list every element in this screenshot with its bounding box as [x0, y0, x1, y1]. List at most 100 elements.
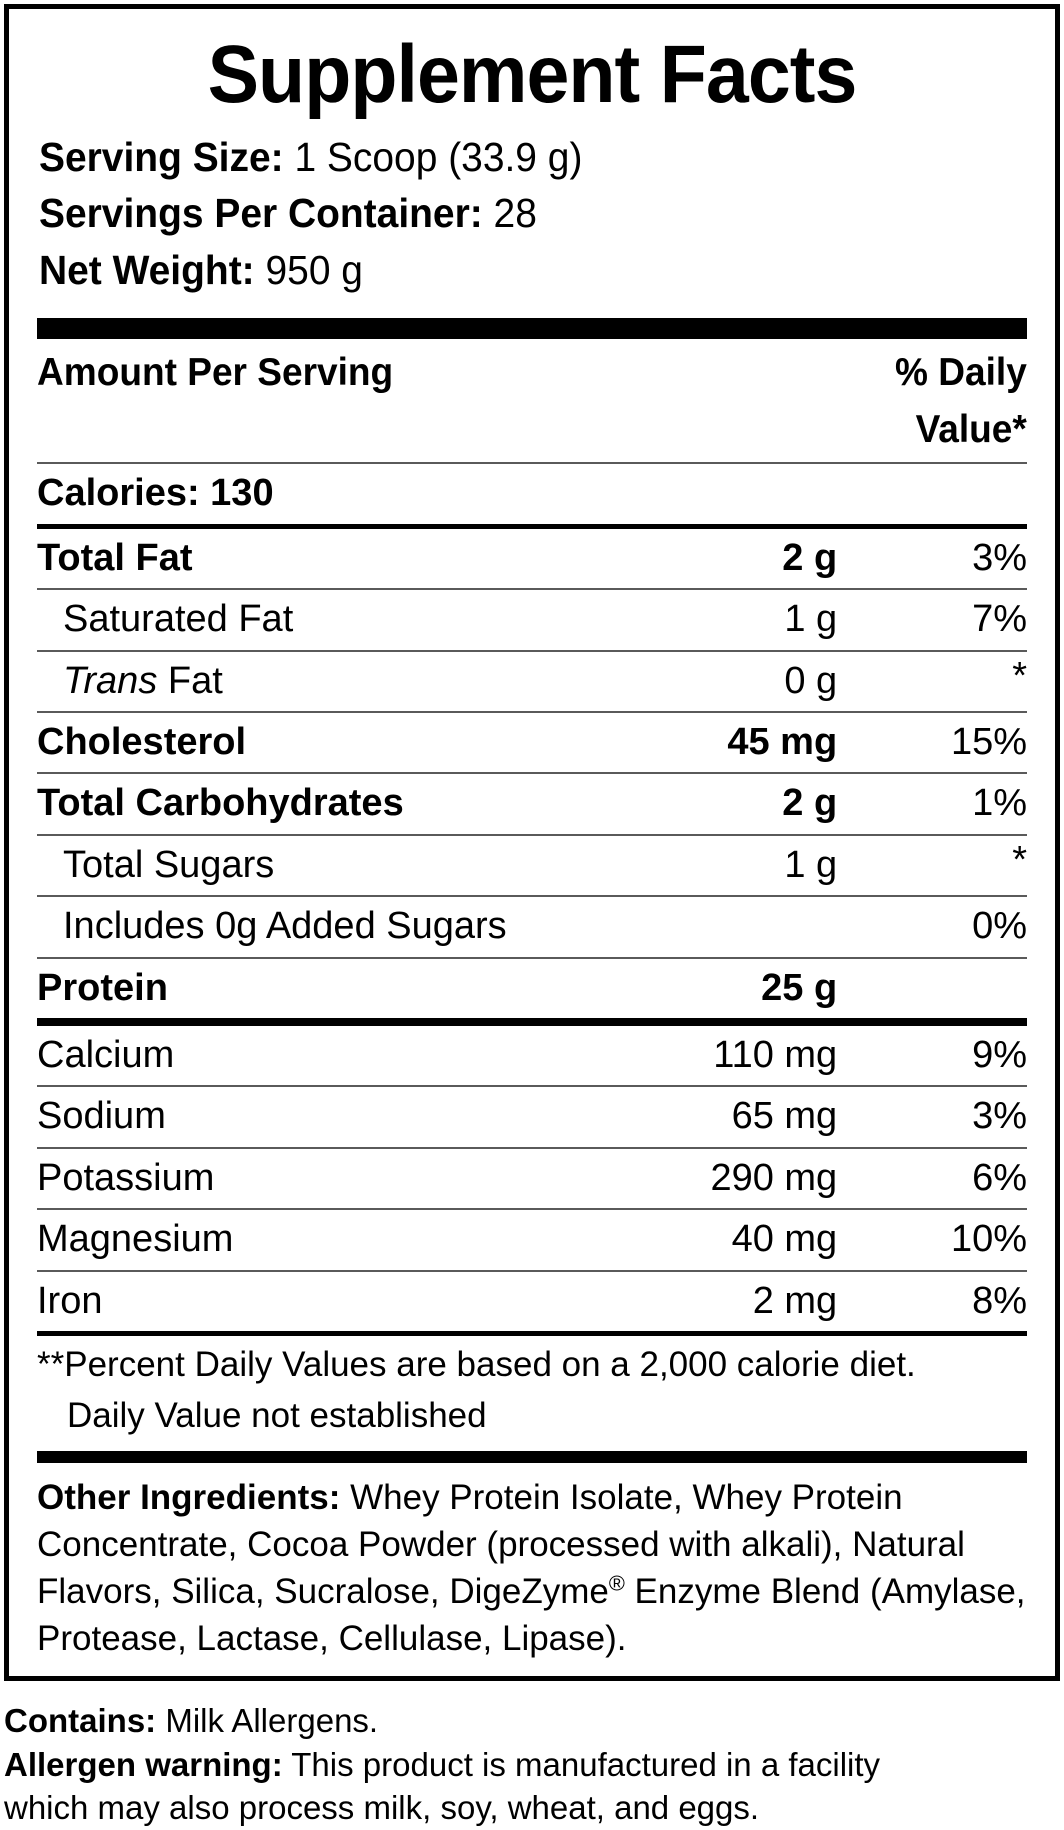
nutrient-dv: 1%: [972, 782, 1027, 825]
row-rule: [37, 772, 1027, 775]
rule-after-protein: [37, 1017, 1027, 1026]
table-row: Includes 0g Added Sugars 0%: [37, 897, 1027, 956]
nutrient-amount: [509, 897, 843, 956]
nutrient-name: Includes 0g Added Sugars: [63, 905, 507, 948]
allergen-warning-text-1: This product is manufactured in a facili…: [282, 1745, 881, 1783]
row-rule: [37, 1146, 1027, 1149]
nutrient-dv: 3%: [972, 536, 1027, 579]
row-rule: [37, 1085, 1027, 1088]
page-title: Supplement Facts: [207, 29, 858, 120]
servings-per-container-value: 28: [493, 190, 537, 237]
servings-per-container-label: Servings Per Container:: [39, 190, 483, 237]
nutrient-amount: 25 g: [761, 966, 838, 1009]
mineral-amount: 65 mg: [731, 1095, 838, 1138]
rule-after-header: [37, 462, 1027, 465]
row-rule: [37, 649, 1027, 652]
row-rule: [37, 956, 1027, 959]
nutrient-name: Total Sugars: [63, 843, 275, 886]
dv-not-established-footnote: Daily Value not established: [67, 1396, 487, 1436]
mineral-dv: 9%: [972, 1033, 1027, 1076]
net-weight-line: Net Weight: 950 g: [39, 242, 978, 299]
nutrient-name: Trans Fat: [37, 652, 509, 711]
mineral-dv: 8%: [972, 1279, 1027, 1322]
table-row: Saturated Fat 1 g 7%: [37, 590, 1027, 649]
table-row: Calcium 110 mg 9%: [37, 1026, 1027, 1085]
table-row: Sodium 65 mg 3%: [37, 1087, 1027, 1146]
mineral-amount: 2 mg: [752, 1279, 838, 1322]
nutrient-name: Saturated Fat: [63, 598, 294, 641]
mineral-dv: 10%: [950, 1218, 1027, 1261]
nutrient-amount: 0 g: [784, 659, 838, 702]
heavy-divider-bar: [37, 318, 1027, 340]
serving-size-value: 1 Scoop (33.9 g): [294, 133, 583, 180]
mineral-name: Sodium: [37, 1095, 166, 1138]
table-row: Potassium 290 mg 6%: [37, 1149, 1027, 1208]
table-row: Magnesium 40 mg 10%: [37, 1210, 1027, 1269]
nutrient-name: Cholesterol: [37, 721, 247, 764]
supplement-facts-label: Supplement Facts Serving Size: 1 Scoop (…: [4, 4, 1060, 1826]
ingredients-text-part1: Whey Protein Isolate, Whey Protein Conce…: [37, 1477, 965, 1611]
servings-per-container-line: Servings Per Container: 28: [39, 185, 978, 242]
serving-size-label: Serving Size:: [39, 133, 284, 180]
table-row: Iron 2 mg 8%: [37, 1272, 1027, 1331]
mineral-dv: 6%: [972, 1156, 1027, 1199]
contains-line: Contains: Milk Allergens.: [4, 1699, 1060, 1743]
table-header-row: Amount Per Serving % Daily Value*: [37, 339, 1027, 462]
row-rule: [37, 711, 1027, 714]
mineral-name: Potassium: [37, 1156, 215, 1199]
table-row: Total Sugars 1 g *: [37, 836, 1027, 895]
serving-info-block: Serving Size: 1 Scoop (33.9 g) Servings …: [39, 129, 1027, 299]
other-ingredients-label: Other Ingredients:: [37, 1477, 341, 1517]
daily-value-header: % Daily Value*: [895, 351, 1027, 451]
table-row: Cholesterol 45 mg 15%: [37, 713, 1027, 772]
allergen-warning-line-1: Allergen warning: This product is manufa…: [4, 1743, 1060, 1787]
nutrient-amount: 1 g: [784, 598, 838, 641]
mineral-dv: 3%: [972, 1095, 1027, 1138]
allergen-warning-label: Allergen warning:: [4, 1745, 283, 1783]
nutrient-dv: 0%: [972, 905, 1027, 948]
nutrient-amount: 2 g: [782, 536, 838, 579]
nutrient-dv: 7%: [972, 598, 1027, 641]
contains-value: Milk Allergens.: [156, 1702, 379, 1739]
nutrient-amount: 1 g: [784, 843, 838, 886]
mineral-amount: 290 mg: [710, 1156, 838, 1199]
trans-italic: Trans: [63, 659, 158, 702]
contains-label: Contains:: [4, 1702, 157, 1739]
mineral-amount: 110 mg: [713, 1033, 838, 1076]
nutrient-dv: *: [1012, 654, 1027, 697]
allergen-warning-line-2: which may also process milk, soy, wheat,…: [4, 1789, 760, 1827]
nutrition-facts-table: Amount Per Serving % Daily Value* Calori…: [37, 339, 1027, 1336]
row-rule: [37, 895, 1027, 898]
rule-after-minerals: [37, 1330, 1027, 1336]
footer-divider-bar: [37, 1450, 1027, 1463]
supplement-facts-panel: Supplement Facts Serving Size: 1 Scoop (…: [4, 4, 1060, 1682]
row-rule: [37, 1269, 1027, 1272]
rule-after-calories: [37, 523, 1027, 529]
table-row: Total Carbohydrates 2 g 1%: [37, 774, 1027, 833]
row-rule: [37, 833, 1027, 836]
row-rule: [37, 1208, 1027, 1211]
mineral-name: Calcium: [37, 1033, 175, 1076]
nutrient-name: Total Carbohydrates: [37, 782, 404, 825]
calories-row: Calories: 130: [37, 464, 1027, 523]
serving-size-line: Serving Size: 1 Scoop (33.9 g): [39, 129, 978, 186]
amount-per-serving-header: Amount Per Serving: [37, 351, 394, 395]
nutrient-name: Protein: [37, 966, 168, 1009]
daily-value-footnote: **Percent Daily Values are based on a 2,…: [37, 1344, 916, 1384]
table-row: Protein 25 g: [37, 959, 1027, 1018]
mineral-amount: 40 mg: [731, 1218, 838, 1261]
nutrient-amount: 45 mg: [727, 721, 838, 764]
nutrient-dv: [843, 959, 1027, 1018]
net-weight-label: Net Weight:: [39, 246, 255, 293]
table-row: Trans Fat 0 g *: [37, 652, 1027, 711]
calories-label: Calories: 130: [37, 472, 274, 515]
mineral-name: Iron: [37, 1279, 103, 1322]
trans-rest: Fat: [157, 659, 223, 702]
nutrient-name: Total Fat: [37, 536, 193, 579]
nutrient-dv: *: [1012, 838, 1027, 881]
nutrient-amount: 2 g: [782, 782, 838, 825]
mineral-name: Magnesium: [37, 1218, 234, 1261]
registered-trademark-icon: ®: [608, 1570, 625, 1596]
row-rule: [37, 588, 1027, 591]
net-weight-value: 950 g: [265, 246, 363, 293]
